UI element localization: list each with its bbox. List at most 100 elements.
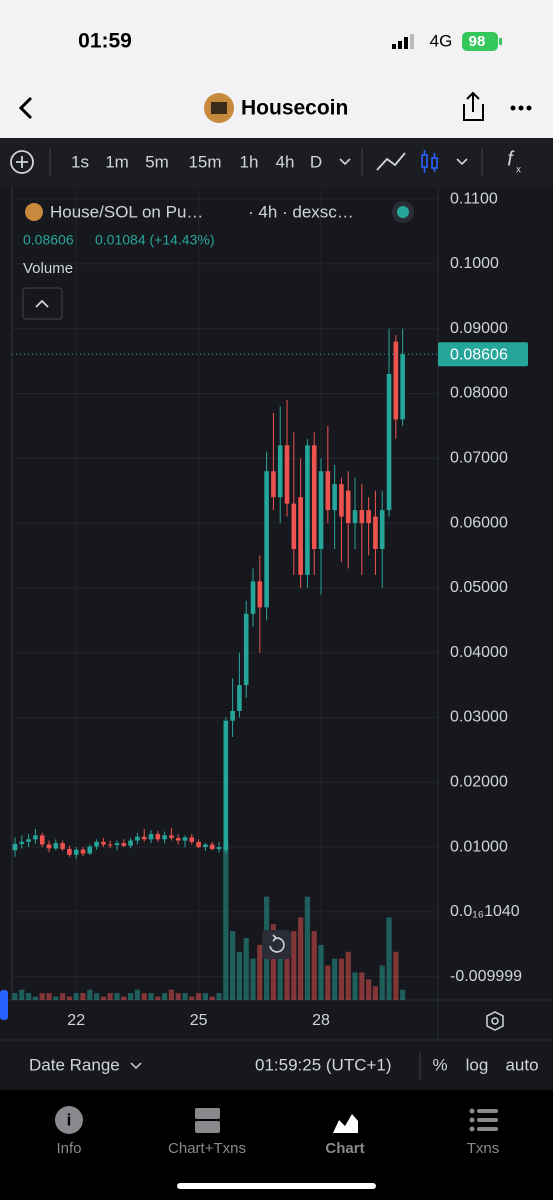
candle-body — [80, 849, 86, 854]
tab-label[interactable]: Chart — [325, 1140, 364, 1157]
candle-body — [284, 445, 290, 504]
tab-label[interactable]: Chart+Txns — [168, 1140, 246, 1157]
y-tick-label: 0.06000 — [450, 514, 508, 531]
volume-bar — [400, 989, 406, 1000]
candle-body — [393, 341, 399, 420]
volume-bar — [284, 951, 290, 1000]
tab-label[interactable]: Txns — [467, 1140, 500, 1157]
volume-bar — [345, 951, 351, 1000]
volume-bar — [379, 965, 385, 1000]
volume-bar — [338, 958, 345, 1000]
date-range-dropdown — [130, 1062, 142, 1070]
axis-settings-icon — [491, 1017, 499, 1025]
candle-body — [318, 471, 324, 549]
candle-body — [345, 490, 351, 524]
interval-button[interactable]: 4h — [276, 152, 295, 171]
clock-utc: 01:59:25 (UTC+1) — [255, 1055, 392, 1074]
volume-bar — [372, 986, 379, 1000]
candle-style-button[interactable] — [421, 150, 438, 173]
candle-body — [209, 844, 215, 850]
candle-body — [175, 838, 181, 841]
candle-body — [148, 834, 154, 840]
x-tick-label: 25 — [190, 1012, 208, 1029]
volume-label: Volume — [23, 260, 73, 277]
add-indicator-button[interactable] — [10, 150, 34, 174]
candle-body — [243, 613, 249, 686]
date-range-button[interactable]: Date Range — [29, 1055, 120, 1074]
volume-bar — [121, 996, 127, 1000]
volume-bar — [39, 993, 45, 1000]
tab-bar — [0, 1090, 553, 1200]
top-background — [0, 0, 553, 138]
interval-button[interactable]: 1m — [105, 152, 129, 171]
tab-label[interactable]: Info — [56, 1140, 81, 1157]
volume-bar — [53, 996, 59, 1000]
legend-pair: House/SOL on Pu… — [50, 202, 203, 221]
candle-body — [141, 836, 147, 840]
volume-bar — [216, 993, 222, 1000]
candle-body — [366, 510, 371, 524]
home-indicator — [177, 1183, 376, 1189]
volume-bar — [209, 996, 215, 1000]
candle-body — [196, 841, 201, 848]
volume-bar — [175, 993, 181, 1000]
add-indicator-icon — [16, 156, 28, 168]
candle-body — [169, 835, 174, 838]
volume-bar — [100, 996, 107, 1000]
candle-body — [94, 841, 99, 847]
line-style-button[interactable] — [376, 152, 406, 171]
volume-bar — [12, 993, 18, 1000]
interval-button[interactable]: D — [310, 152, 322, 171]
more-button[interactable] — [510, 105, 532, 111]
candle-body — [162, 835, 167, 840]
volume-bar — [114, 993, 120, 1000]
volume-bar — [162, 993, 168, 1000]
candle-body — [155, 834, 161, 840]
volume-bar — [270, 924, 277, 1000]
legend-source: · 4h · dexsc… — [248, 202, 354, 221]
candle-body — [203, 844, 208, 848]
scale-option[interactable]: % — [432, 1055, 447, 1074]
candle-body — [264, 471, 269, 608]
volume-bar — [66, 996, 72, 1000]
indicators-button[interactable]: f — [507, 148, 515, 170]
scale-option[interactable]: auto — [505, 1055, 538, 1074]
candle-body — [60, 843, 65, 850]
volume-bar — [386, 917, 392, 1000]
interval-button[interactable]: 5m — [145, 152, 169, 171]
volume-bar — [141, 993, 147, 1000]
axis-settings-button[interactable] — [486, 1011, 504, 1031]
y-tick-label: 0.04000 — [450, 644, 508, 661]
volume-bar — [318, 944, 324, 1000]
scale-option[interactable]: log — [466, 1055, 489, 1074]
y-tick-label: 0.08000 — [450, 385, 508, 402]
collapse-button[interactable] — [22, 287, 63, 320]
volume-bar — [155, 996, 161, 1000]
last-price-tag — [438, 342, 528, 367]
reset-button[interactable] — [262, 930, 291, 959]
candle-body — [325, 471, 331, 511]
interval-dropdown[interactable] — [339, 158, 351, 166]
style-dropdown[interactable] — [456, 158, 468, 166]
volume-bar — [182, 993, 188, 1000]
back-button[interactable] — [18, 96, 33, 120]
share-button[interactable] — [463, 91, 484, 121]
y-tick-label: 0.1000 — [450, 255, 499, 272]
candle-body — [121, 843, 127, 846]
candle-body — [67, 849, 72, 855]
candle-body — [271, 471, 276, 498]
interval-button[interactable]: 15m — [188, 152, 221, 171]
candle-body — [305, 445, 310, 575]
candle-body — [53, 843, 59, 849]
interval-button[interactable]: 1h — [240, 152, 259, 171]
candle-body — [182, 837, 188, 841]
candle-body — [33, 835, 38, 840]
volume-bar — [257, 944, 263, 1000]
candle-body — [135, 836, 140, 841]
info-icon-glyph: i — [67, 1110, 72, 1129]
side-panel-handle[interactable] — [0, 990, 8, 1020]
volume-bar — [359, 972, 365, 1000]
interval-button[interactable]: 1s — [71, 152, 89, 171]
candle-body — [12, 843, 18, 851]
